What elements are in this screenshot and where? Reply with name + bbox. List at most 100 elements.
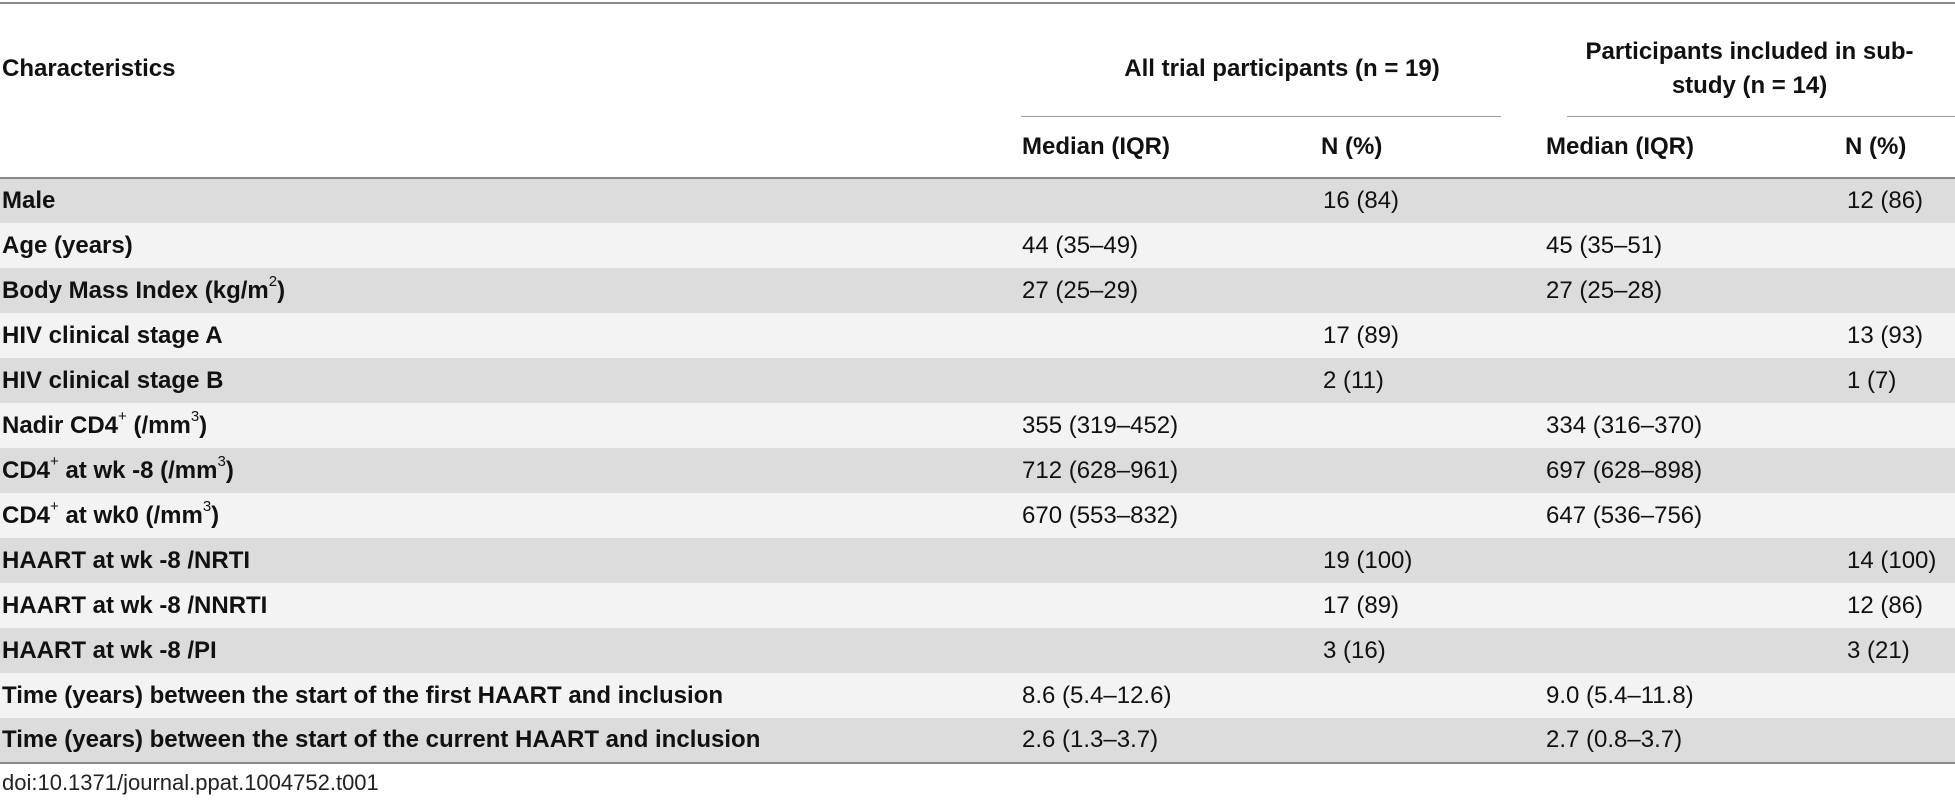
cell-n1: [1321, 448, 1544, 493]
label-part: at wk0 (/mm: [58, 501, 203, 529]
label-superscript: 2: [268, 272, 278, 290]
row-label: HAART at wk -8 /PI: [2, 636, 217, 664]
cell-median2: 2.7 (0.8–3.7): [1546, 726, 1683, 753]
label-part: Body Mass Index (kg/m: [2, 276, 269, 304]
cell-median1: 8.6 (5.4–12.6): [1022, 681, 1172, 709]
table-row: HIV clinical stage B 2 (11) 1 (7): [0, 358, 1955, 403]
label-superscript: 3: [202, 497, 212, 515]
cell-n2: [1845, 718, 1955, 763]
cell-median1: 670 (553–832): [1022, 501, 1179, 529]
label-superscript: +: [50, 452, 59, 470]
cell-n2: 12 (86): [1847, 591, 1924, 619]
cell-median1: [1020, 628, 1321, 673]
cell-n2: 12 (86): [1847, 187, 1924, 214]
cell-n1: [1321, 493, 1544, 538]
n-pct-header-2: N (%): [1845, 117, 1955, 179]
median-iqr-header-1: Median (IQR): [1020, 117, 1321, 179]
row-label: CD4+ at wk -8 (/mm3): [0, 448, 1020, 493]
row-label: HIV clinical stage A: [2, 321, 223, 349]
empty-subheader: [0, 117, 1020, 179]
cell-n1: 2 (11): [1323, 366, 1384, 394]
cell-median1: 27 (25–29): [1022, 276, 1139, 304]
cell-median2: 9.0 (5.4–11.8): [1546, 681, 1694, 709]
cell-median2: [1544, 583, 1845, 628]
row-label: Male: [2, 187, 56, 214]
row-label: Time (years) between the start of the cu…: [2, 726, 761, 753]
label-part: ): [277, 276, 286, 304]
cell-n1: 16 (84): [1323, 187, 1400, 214]
cell-n2: [1845, 223, 1955, 268]
cell-median2: 27 (25–28): [1546, 276, 1663, 304]
table-row: Age (years) 44 (35–49) 45 (35–51): [0, 223, 1955, 268]
table-row: Body Mass Index (kg/m2) 27 (25–29) 27 (25–…: [0, 268, 1955, 313]
label-part: at wk -8 (/mm: [58, 456, 218, 484]
group-header-substudy: Participants included in sub-study (n = …: [1544, 3, 1955, 117]
table-row: Time (years) between the start of the cu…: [0, 718, 1955, 763]
group-header-all-participants: All trial participants (n = 19): [1020, 3, 1544, 117]
label-superscript: 3: [217, 452, 226, 470]
row-label: Nadir CD4+ (/mm3): [0, 403, 1020, 448]
cell-n1: [1321, 223, 1544, 268]
cell-median1: [1020, 583, 1321, 628]
subheader-row: Median (IQR) N (%) Median (IQR) N (%): [0, 117, 1955, 179]
characteristics-header: Characteristics: [2, 54, 176, 82]
cell-median2: [1544, 178, 1845, 223]
cell-median1: 712 (628–961): [1022, 456, 1179, 484]
group-header-row: Characteristics All trial participants (…: [0, 3, 1955, 117]
cell-median2: [1544, 358, 1845, 403]
table-body: Male 16 (84) 12 (86) Age (years) 44 (35–49) 4…: [0, 178, 1955, 763]
table-row: CD4+ at wk0 (/mm3) 670 (553–832) 647 (536–…: [0, 493, 1955, 538]
cell-n1: 19 (100): [1323, 546, 1413, 574]
characteristics-table: Characteristics All trial participants (…: [0, 2, 1955, 764]
cell-n2: 3 (21): [1847, 636, 1910, 664]
table-row: HIV clinical stage A 17 (89) 13 (93): [0, 313, 1955, 358]
cell-n2: 14 (100): [1847, 546, 1937, 574]
cell-median2: 697 (628–898): [1546, 456, 1703, 484]
cell-n2: [1845, 448, 1955, 493]
table-row: Time (years) between the start of the fi…: [0, 673, 1955, 718]
cell-median1: [1020, 358, 1321, 403]
cell-n2: 1 (7): [1847, 366, 1897, 394]
cell-n2: [1845, 493, 1955, 538]
label-superscript: +: [50, 497, 59, 515]
doi-caption: doi:10.1371/journal.ppat.1004752.t001: [2, 770, 379, 795]
cell-n2: [1845, 403, 1955, 448]
row-label: Age (years): [2, 231, 133, 259]
table-row: Male 16 (84) 12 (86): [0, 178, 1955, 223]
cell-median1: [1020, 313, 1321, 358]
cell-n1: [1321, 268, 1544, 313]
row-label: HAART at wk -8 /NNRTI: [2, 591, 268, 619]
group1-label: All trial participants (n = 19): [1124, 54, 1440, 82]
row-label: Time (years) between the start of the fi…: [2, 681, 724, 709]
group2-underline: [1567, 116, 1955, 117]
label-part: ): [211, 501, 220, 529]
label-superscript: 3: [190, 407, 200, 425]
cell-n2: [1845, 268, 1955, 313]
group1-underline: [1021, 116, 1501, 117]
row-label: CD4+ at wk0 (/mm3): [0, 493, 1020, 538]
table-row: HAART at wk -8 /PI 3 (16) 3 (21): [0, 628, 1955, 673]
row-label: HAART at wk -8 /NRTI: [2, 546, 251, 574]
cell-median2: [1544, 313, 1845, 358]
label-part: ): [199, 411, 208, 439]
label-part: Nadir CD4: [2, 411, 119, 439]
n-pct-header-1: N (%): [1321, 117, 1544, 179]
table-row: CD4+ at wk -8 (/mm3) 712 (628–961) 697 (62…: [0, 448, 1955, 493]
cell-median2: 334 (316–370): [1546, 411, 1703, 439]
cell-n1: 17 (89): [1323, 591, 1400, 619]
table-row: HAART at wk -8 /NNRTI 17 (89) 12 (86): [0, 583, 1955, 628]
table-row: Nadir CD4+ (/mm3) 355 (319–452) 334 (316–3…: [0, 403, 1955, 448]
cell-median1: 355 (319–452): [1022, 411, 1179, 439]
label-part: CD4: [2, 456, 51, 484]
cell-median2: 45 (35–51): [1546, 231, 1663, 259]
label-superscript: +: [118, 407, 127, 425]
cell-median1: 2.6 (1.3–3.7): [1022, 726, 1159, 753]
cell-median1: [1020, 178, 1321, 223]
label-part: ): [225, 456, 234, 484]
cell-median2: [1544, 628, 1845, 673]
cell-n1: [1321, 673, 1544, 718]
cell-median2: 647 (536–756): [1546, 501, 1703, 529]
label-part: CD4: [2, 501, 51, 529]
cell-n1: 3 (16): [1323, 636, 1386, 664]
